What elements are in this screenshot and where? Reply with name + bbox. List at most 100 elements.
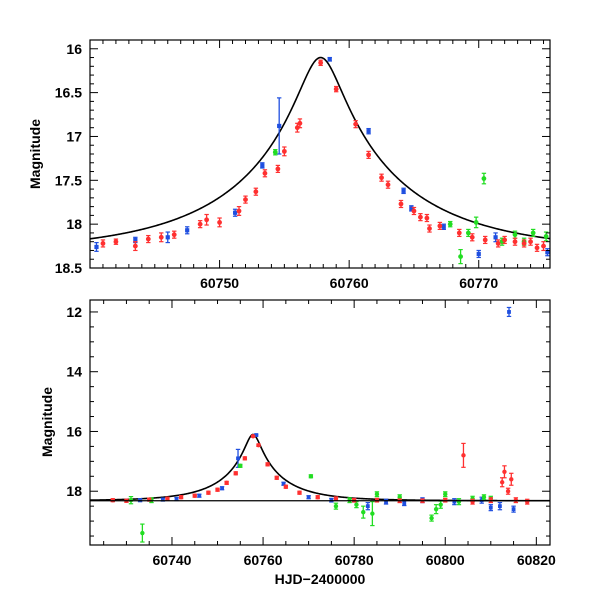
data-point bbox=[493, 235, 498, 240]
y-tick-label: 18 bbox=[66, 216, 82, 232]
data-point bbox=[528, 239, 533, 245]
data-point bbox=[370, 511, 375, 516]
bottom-model-curve bbox=[90, 433, 550, 502]
data-point bbox=[512, 239, 518, 245]
data-point bbox=[315, 494, 320, 500]
top-panel: 60750 60760 60770 16 16.5 17 17.5 18 18.5 Magnit… bbox=[27, 39, 551, 291]
data-point bbox=[333, 503, 339, 509]
data-point bbox=[174, 497, 179, 501]
data-point bbox=[242, 456, 248, 461]
data-point bbox=[158, 234, 164, 240]
data-point bbox=[411, 208, 417, 214]
y-tick-label: 16.5 bbox=[55, 85, 82, 101]
data-point bbox=[427, 226, 432, 231]
x-tick-label: 60780 bbox=[335, 552, 374, 568]
y-tick-label: 16 bbox=[66, 423, 82, 439]
data-point bbox=[512, 232, 518, 238]
data-point bbox=[461, 453, 466, 458]
data-point bbox=[438, 502, 443, 507]
x-tick-label: 60770 bbox=[459, 275, 498, 291]
data-point bbox=[233, 210, 238, 215]
data-point bbox=[499, 480, 505, 485]
data-point bbox=[272, 149, 278, 155]
data-point bbox=[437, 223, 443, 229]
data-point bbox=[398, 201, 404, 207]
data-point bbox=[327, 57, 332, 62]
x-tick-label: 60760 bbox=[244, 552, 283, 568]
y-tick-label: 16 bbox=[66, 41, 82, 57]
data-point bbox=[165, 496, 170, 501]
data-point bbox=[133, 237, 138, 243]
data-point bbox=[495, 241, 501, 246]
data-point bbox=[366, 152, 371, 158]
data-point bbox=[243, 197, 248, 203]
data-point bbox=[521, 241, 527, 246]
data-point bbox=[171, 232, 177, 238]
data-point bbox=[254, 433, 259, 437]
data-point bbox=[140, 530, 145, 536]
data-point bbox=[541, 243, 546, 249]
data-point bbox=[502, 237, 508, 243]
data-point bbox=[361, 509, 366, 515]
data-point bbox=[94, 244, 99, 250]
data-point bbox=[160, 497, 165, 502]
data-point bbox=[236, 456, 240, 461]
data-point bbox=[498, 504, 502, 509]
data-point bbox=[217, 220, 222, 225]
data-point bbox=[353, 121, 359, 127]
data-point bbox=[509, 477, 514, 482]
data-point bbox=[260, 163, 265, 168]
data-point bbox=[543, 234, 549, 239]
data-point bbox=[281, 481, 286, 486]
data-point bbox=[473, 220, 479, 225]
data-point bbox=[374, 492, 380, 497]
data-point bbox=[525, 499, 530, 504]
data-point bbox=[482, 237, 488, 243]
data-point bbox=[465, 230, 471, 236]
y-tick-label: 14 bbox=[66, 364, 82, 380]
data-point bbox=[366, 129, 371, 134]
data-point bbox=[441, 224, 446, 229]
top-panel-marks bbox=[90, 56, 550, 265]
data-point bbox=[277, 123, 282, 129]
data-point bbox=[185, 228, 190, 233]
data-point bbox=[238, 463, 243, 469]
x-tick-label: 60820 bbox=[517, 552, 556, 568]
data-point bbox=[469, 234, 475, 240]
data-point bbox=[505, 489, 511, 494]
data-point bbox=[253, 189, 259, 195]
data-point bbox=[458, 254, 463, 259]
data-point bbox=[308, 474, 314, 479]
data-point bbox=[397, 494, 402, 500]
data-point bbox=[443, 492, 448, 497]
data-point bbox=[456, 230, 462, 236]
data-point bbox=[470, 499, 475, 504]
data-point bbox=[256, 443, 261, 448]
data-point bbox=[132, 243, 138, 249]
data-point bbox=[402, 501, 407, 506]
data-point bbox=[297, 490, 302, 495]
data-point bbox=[433, 506, 439, 512]
top-y-axis-title: Magnitude bbox=[27, 119, 43, 189]
y-tick-label: 18.5 bbox=[55, 260, 82, 276]
data-point bbox=[452, 499, 457, 504]
data-point bbox=[197, 221, 203, 227]
data-point bbox=[220, 486, 224, 491]
data-point bbox=[379, 175, 384, 181]
bottom-x-axis-title: HJD−2400000 bbox=[275, 571, 366, 587]
data-point bbox=[145, 236, 151, 242]
data-point bbox=[511, 507, 516, 512]
top-panel-frame bbox=[89, 39, 551, 269]
data-point bbox=[262, 170, 268, 176]
top-model-curve bbox=[90, 56, 550, 240]
top-panel-axes: 60750 60760 60770 16 16.5 17 17.5 18 18.5 bbox=[55, 39, 550, 291]
data-point bbox=[476, 251, 481, 257]
data-point bbox=[447, 221, 453, 227]
y-tick-label: 12 bbox=[66, 304, 82, 320]
data-point bbox=[534, 245, 540, 251]
y-tick-label: 17 bbox=[66, 128, 82, 144]
data-point bbox=[385, 182, 391, 188]
data-point bbox=[424, 215, 430, 221]
bottom-y-axis-title: Magnitude bbox=[39, 387, 55, 457]
